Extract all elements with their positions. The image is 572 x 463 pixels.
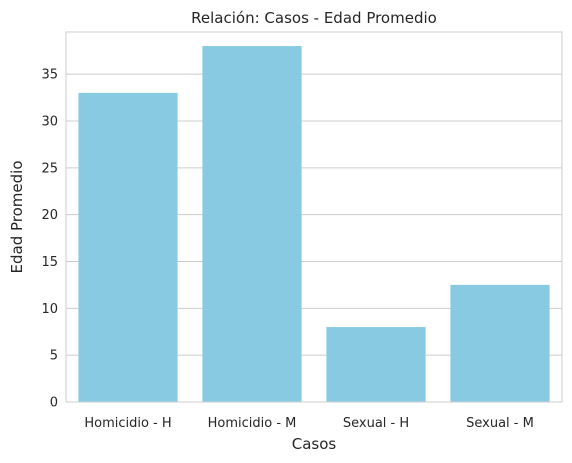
- plot-frame: [65, 31, 563, 403]
- y-tick-label: 25: [41, 161, 58, 176]
- x-tick-label: Homicidio - H: [84, 416, 171, 431]
- bar: [450, 284, 550, 402]
- y-tick-label: 0: [50, 396, 58, 411]
- bar: [78, 92, 178, 402]
- chart-title: Relación: Casos - Edad Promedio: [191, 9, 437, 27]
- y-tick-label: 20: [41, 208, 58, 223]
- y-tick-label: 35: [41, 68, 58, 83]
- x-tick-label: Sexual - H: [343, 416, 409, 431]
- y-tick-label: 10: [41, 302, 58, 317]
- y-axis-label: Edad Promedio: [8, 161, 26, 274]
- x-tick-label: Homicidio - M: [208, 416, 297, 431]
- y-tick-label: 5: [50, 349, 58, 364]
- x-tick-label: Sexual - M: [466, 416, 534, 431]
- bars: [78, 46, 550, 403]
- y-tick-label: 30: [41, 114, 58, 129]
- y-tick-label: 15: [41, 255, 58, 270]
- bar: [202, 46, 302, 403]
- x-axis-label: Casos: [292, 435, 337, 453]
- bar: [326, 327, 426, 402]
- x-axis-ticks: Homicidio - H Homicidio - M Sexual - H Sexu…: [84, 416, 534, 431]
- y-axis-ticks: 0 5 10 15 20 25 30 35: [41, 68, 58, 411]
